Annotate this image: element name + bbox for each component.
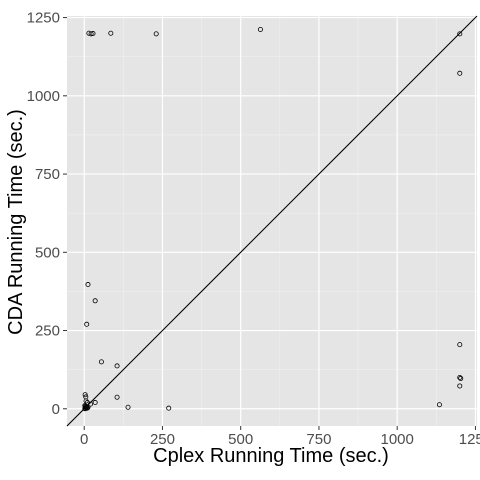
y-tick-label: 250 bbox=[35, 323, 60, 340]
data-point bbox=[457, 383, 463, 389]
data-point bbox=[457, 342, 463, 348]
x-tick-label: 750 bbox=[306, 431, 331, 448]
data-point bbox=[92, 298, 98, 304]
x-tick-label: 250 bbox=[150, 431, 175, 448]
data-point bbox=[166, 405, 172, 411]
x-tick-label: 1250 bbox=[459, 431, 480, 448]
data-point bbox=[153, 31, 159, 37]
y-axis-title: CDA Running Time (sec.) bbox=[5, 109, 27, 335]
y-tick-label: 1250 bbox=[27, 10, 60, 27]
x-axis-title: Cplex Running Time (sec.) bbox=[153, 445, 389, 467]
data-point bbox=[92, 400, 98, 406]
data-points bbox=[82, 26, 464, 412]
data-point bbox=[82, 392, 88, 398]
data-point bbox=[114, 363, 120, 369]
data-point bbox=[457, 70, 463, 76]
data-point bbox=[114, 394, 120, 400]
data-point bbox=[458, 375, 464, 381]
data-point bbox=[457, 374, 463, 380]
data-point bbox=[85, 282, 91, 288]
y-tick-label: 1000 bbox=[27, 88, 60, 105]
x-tick-label: 1000 bbox=[381, 431, 414, 448]
data-point bbox=[84, 321, 90, 327]
data-point bbox=[88, 31, 94, 37]
y-axis-ticks: 0 250 500 750 1000 1250 bbox=[27, 10, 67, 418]
x-tick-label: 0 bbox=[80, 431, 88, 448]
data-point bbox=[436, 402, 442, 408]
data-point bbox=[85, 404, 91, 410]
y-tick-label: 500 bbox=[35, 244, 60, 261]
data-point bbox=[257, 26, 263, 32]
major-gridlines bbox=[67, 16, 477, 426]
data-point bbox=[87, 401, 93, 407]
minor-gridlines bbox=[67, 16, 477, 426]
data-point bbox=[457, 31, 463, 37]
data-point bbox=[125, 404, 131, 410]
y-tick-label: 0 bbox=[52, 401, 60, 418]
data-point bbox=[90, 31, 96, 37]
identity-reference-line bbox=[66, 15, 478, 427]
x-tick-label: 500 bbox=[228, 431, 253, 448]
y-tick-label: 750 bbox=[35, 166, 60, 183]
x-axis-ticks: 0 250 500 750 1000 1250 bbox=[80, 426, 480, 448]
data-point bbox=[108, 30, 114, 36]
data-point bbox=[98, 359, 104, 365]
